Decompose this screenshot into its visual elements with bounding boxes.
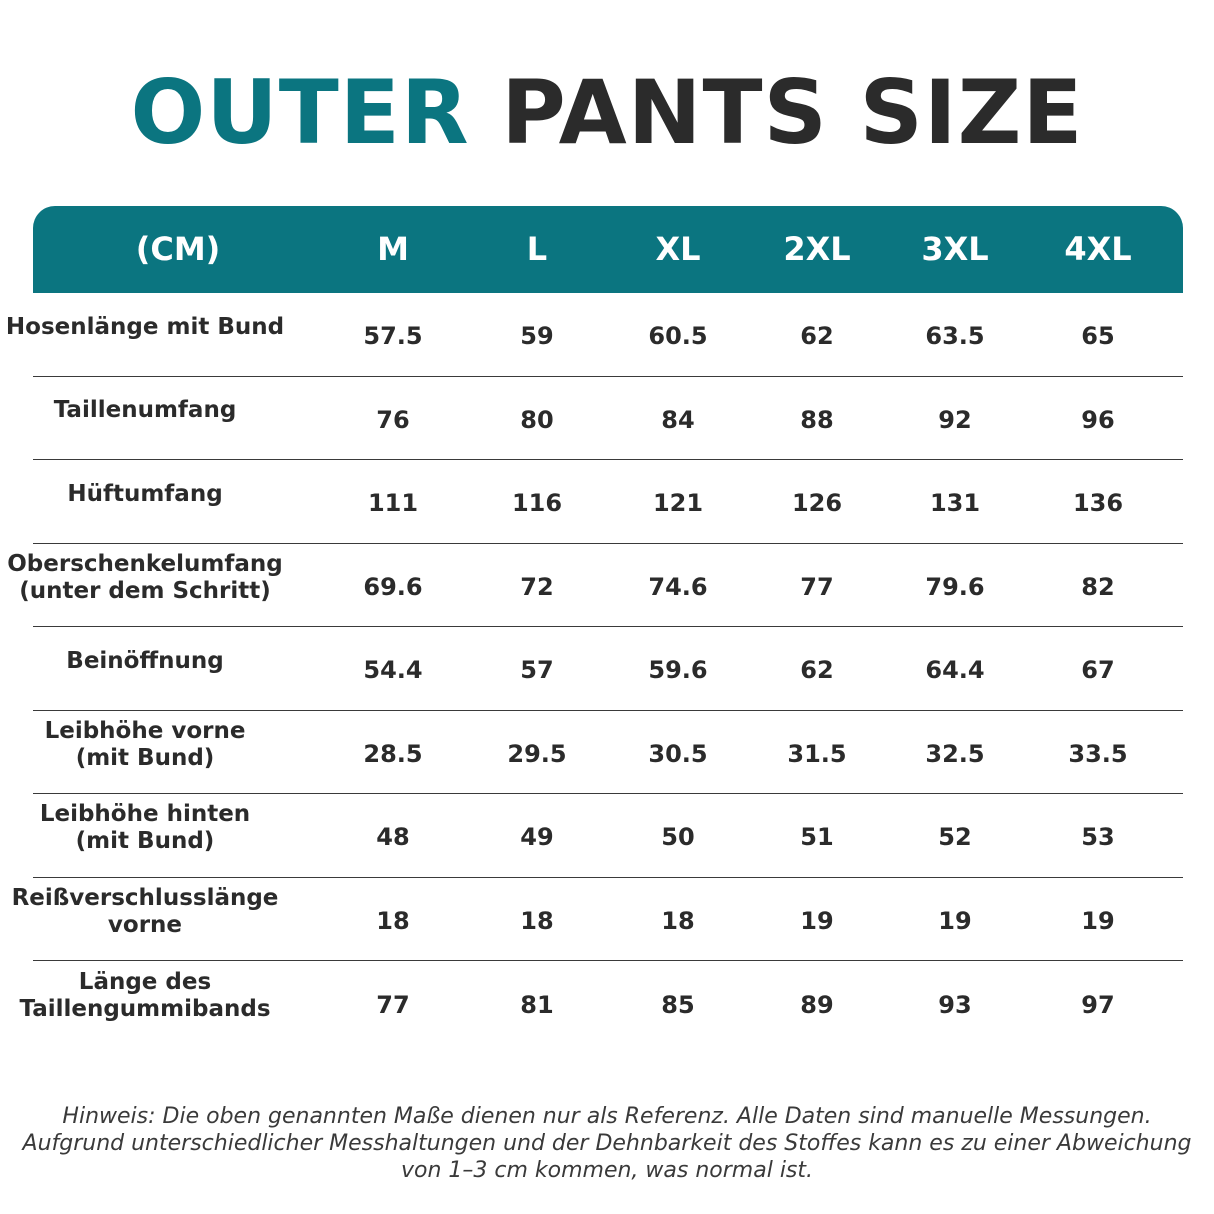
disclaimer-note: Hinweis: Die oben genannten Maße dienen … (22, 1104, 1192, 1183)
unit-header: (CM) (135, 230, 221, 268)
table-cell: 54.4 (363, 656, 423, 685)
row-label: Taillenumfang (53, 397, 237, 424)
table-cell: 79.6 (925, 572, 985, 601)
table-cell: 53 (1081, 823, 1115, 852)
table-cell: 69.6 (363, 572, 423, 601)
table-cell: 30.5 (648, 739, 708, 768)
table-row: Leibhöhe hinten (mit Bund) 48 49 50 51 52 53 (33, 794, 1183, 878)
table-cell: 67 (1081, 656, 1115, 685)
table-cell: 50 (661, 823, 695, 852)
title-main: PANTS SIZE (501, 61, 1084, 164)
size-header: 4XL (1064, 230, 1132, 268)
table-cell: 57 (520, 656, 554, 685)
table-cell: 59 (520, 322, 554, 351)
page-title: OUTER PANTS SIZE (0, 58, 1214, 168)
table-cell: 31.5 (787, 739, 847, 768)
size-header: 3XL (921, 230, 989, 268)
table-cell: 59.6 (648, 656, 708, 685)
table-cell: 49 (520, 823, 554, 852)
table-cell: 77 (376, 990, 410, 1019)
table-cell: 72 (520, 572, 554, 601)
size-header: M (377, 230, 409, 268)
table-cell: 60.5 (648, 322, 708, 351)
table-cell: 131 (929, 489, 981, 518)
row-label: Reißverschlusslänge vorne (11, 884, 279, 938)
table-row: Taillenumfang 76 80 84 88 92 96 (33, 377, 1183, 460)
table-cell: 19 (938, 906, 972, 935)
row-label: Oberschenkelumfang (unter dem Schritt) (7, 550, 283, 604)
table-cell: 89 (800, 990, 834, 1019)
size-header: L (526, 230, 548, 268)
table-cell: 19 (1081, 906, 1115, 935)
row-label: Länge des Taillengummibands (19, 968, 271, 1022)
table-cell: 97 (1081, 990, 1115, 1019)
table-cell: 52 (938, 823, 972, 852)
table-cell: 18 (376, 906, 410, 935)
table-row: Leibhöhe vorne (mit Bund) 28.5 29.5 30.5 31.… (33, 711, 1183, 794)
table-row: Hosenlänge mit Bund 57.5 59 60.5 62 63.5 65 (6, 293, 1183, 377)
table-cell: 121 (652, 489, 704, 518)
table-header: (CM) M L XL 2XL 3XL 4XL (33, 206, 1183, 293)
table-row: Oberschenkelumfang (unter dem Schritt) 69… (7, 544, 1183, 627)
table-cell: 92 (938, 405, 972, 434)
title-accent: OUTER (130, 61, 470, 164)
table-row: Hüftumfang 111 116 121 126 131 136 (33, 460, 1183, 544)
row-label: Hüftumfang (67, 480, 223, 507)
table-cell: 96 (1081, 405, 1115, 434)
table-cell: 18 (661, 906, 695, 935)
table-cell: 88 (800, 405, 834, 434)
table-body: Hosenlänge mit Bund 57.5 59 60.5 62 63.5 65 Tai… (6, 293, 1183, 1045)
table-cell: 116 (511, 489, 563, 518)
table-cell: 28.5 (363, 739, 423, 768)
row-label: Leibhöhe hinten (mit Bund) (39, 801, 251, 855)
table-cell: 136 (1072, 489, 1124, 518)
table-cell: 77 (800, 572, 834, 601)
table-row: Beinöffnung 54.4 57 59.6 62 64.4 67 (33, 627, 1183, 711)
table-cell: 111 (367, 489, 419, 518)
table-cell: 93 (938, 990, 972, 1019)
table-cell: 62 (800, 322, 834, 351)
table-cell: 81 (520, 990, 554, 1019)
table-row: Reißverschlusslänge vorne 18 18 18 19 19 19 (12, 878, 1183, 961)
table-cell: 33.5 (1068, 739, 1128, 768)
table-cell: 48 (376, 823, 410, 852)
row-label: Leibhöhe vorne (mit Bund) (44, 717, 246, 771)
table-cell: 85 (661, 990, 695, 1019)
table-cell: 62 (800, 656, 834, 685)
size-header: 2XL (783, 230, 851, 268)
table-row: Länge des Taillengummibands 77 81 85 89 93 97 (19, 961, 1183, 1045)
table-cell: 32.5 (925, 739, 985, 768)
table-cell: 76 (376, 405, 410, 434)
table-cell: 74.6 (648, 572, 708, 601)
table-cell: 19 (800, 906, 834, 935)
table-cell: 126 (791, 489, 843, 518)
table-cell: 51 (800, 823, 834, 852)
table-cell: 63.5 (925, 322, 985, 351)
row-label: Hosenlänge mit Bund (5, 313, 285, 340)
table-cell: 82 (1081, 572, 1115, 601)
table-cell: 64.4 (925, 656, 985, 685)
table-cell: 29.5 (507, 739, 567, 768)
row-label: Beinöffnung (66, 647, 224, 674)
table-cell: 65 (1081, 322, 1115, 351)
size-header: XL (655, 230, 701, 268)
table-cell: 80 (520, 405, 554, 434)
table-cell: 18 (520, 906, 554, 935)
table-cell: 57.5 (363, 322, 423, 351)
table-cell: 84 (661, 405, 695, 434)
size-table: (CM) M L XL 2XL 3XL 4XL Hosenlänge mit B… (6, 206, 1183, 1045)
